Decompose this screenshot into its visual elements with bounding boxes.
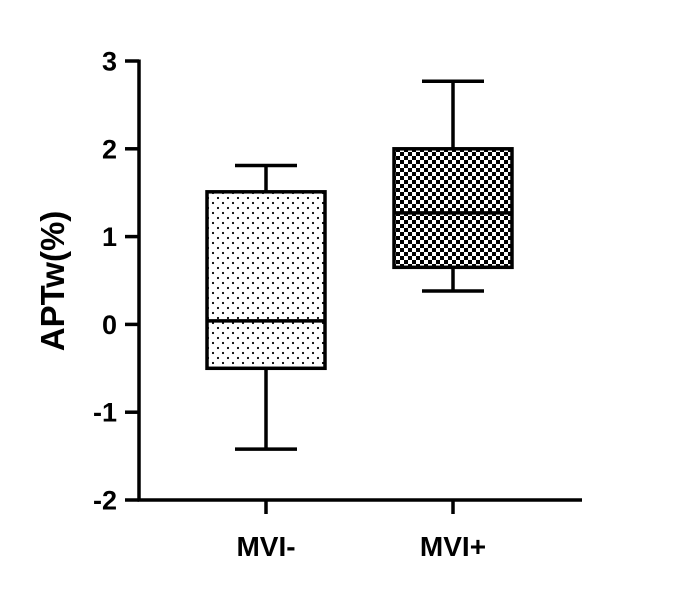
boxes [205,79,514,451]
box-MVI- [205,163,327,451]
iqr-box [392,147,514,270]
x-axis: MVI- MVI+ [137,498,582,562]
iqr-box [205,190,327,371]
y-tick-label: 2 [102,134,117,164]
y-tick-label: 3 [102,47,117,77]
y-tick-label: 0 [102,310,117,340]
y-axis-label: APTw(%) [34,211,71,352]
y-tick-label: -1 [93,398,117,428]
x-category-label: MVI- [236,531,295,562]
y-tick-label: -2 [93,486,117,516]
x-category-label: MVI+ [420,531,486,562]
box-MVI+ [392,79,514,293]
y-tick-label: 1 [102,222,117,252]
y-axis: -2 -1 0 1 2 3 [93,47,141,516]
